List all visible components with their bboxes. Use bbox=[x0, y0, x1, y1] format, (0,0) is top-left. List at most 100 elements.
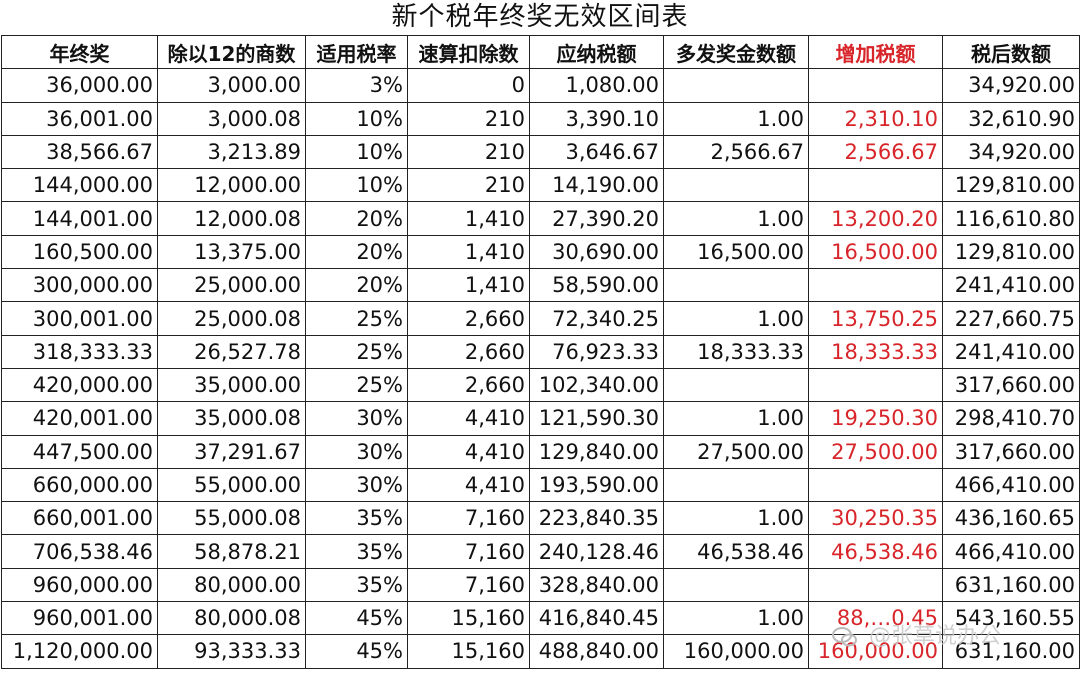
table-cell[interactable]: 144,000.00 bbox=[1, 168, 158, 203]
table-cell[interactable]: 706,538.46 bbox=[1, 534, 158, 569]
table-cell[interactable]: 15,160 bbox=[407, 601, 530, 636]
table-cell[interactable]: 3% bbox=[305, 68, 408, 103]
table-cell[interactable]: 1,410 bbox=[407, 268, 530, 303]
table-cell[interactable]: 76,923.33 bbox=[529, 334, 664, 369]
table-cell[interactable]: 45% bbox=[305, 601, 408, 636]
table-cell[interactable]: 12,000.00 bbox=[157, 168, 306, 203]
table-cell[interactable]: 16,500.00 bbox=[808, 234, 943, 270]
table-cell[interactable]: 129,810.00 bbox=[942, 168, 1080, 203]
table-cell[interactable]: 34,920.00 bbox=[942, 68, 1080, 103]
table-cell[interactable]: 7,160 bbox=[407, 534, 530, 569]
header-tax-payable[interactable]: 应纳税额 bbox=[529, 34, 664, 70]
table-cell[interactable] bbox=[663, 168, 809, 203]
table-cell[interactable]: 27,500.00 bbox=[808, 434, 943, 469]
table-cell[interactable] bbox=[663, 467, 809, 503]
header-year-end-bonus[interactable]: 年终奖 bbox=[1, 34, 158, 70]
table-cell[interactable]: 160,500.00 bbox=[1, 234, 158, 270]
table-cell[interactable]: 298,410.70 bbox=[942, 401, 1080, 436]
table-cell[interactable] bbox=[808, 367, 943, 403]
table-cell[interactable]: 30% bbox=[305, 467, 408, 503]
table-cell[interactable]: 129,840.00 bbox=[529, 434, 664, 469]
table-cell[interactable]: 12,000.08 bbox=[157, 201, 306, 236]
header-increased-tax[interactable]: 增加税额 bbox=[808, 34, 943, 70]
table-cell[interactable]: 660,000.00 bbox=[1, 467, 158, 503]
table-cell[interactable]: 102,340.00 bbox=[529, 367, 664, 403]
table-cell[interactable]: 129,810.00 bbox=[942, 234, 1080, 270]
table-cell[interactable]: 13,375.00 bbox=[157, 234, 306, 270]
table-cell[interactable]: 1.00 bbox=[663, 201, 809, 236]
header-quotient[interactable]: 除以12的商数 bbox=[157, 34, 306, 70]
table-cell[interactable]: 1.00 bbox=[663, 401, 809, 436]
table-cell[interactable]: 4,410 bbox=[407, 434, 530, 469]
table-cell[interactable]: 300,001.00 bbox=[1, 301, 158, 336]
table-cell[interactable]: 34,920.00 bbox=[942, 134, 1080, 170]
table-cell[interactable]: 46,538.46 bbox=[663, 534, 809, 569]
table-cell[interactable]: 16,500.00 bbox=[663, 234, 809, 270]
table-cell[interactable]: 25% bbox=[305, 334, 408, 369]
table-cell[interactable]: 35% bbox=[305, 534, 408, 569]
table-cell[interactable]: 25,000.08 bbox=[157, 301, 306, 336]
table-cell[interactable]: 3,000.08 bbox=[157, 101, 306, 136]
table-cell[interactable]: 160,000.00 bbox=[663, 634, 809, 669]
table-cell[interactable]: 27,500.00 bbox=[663, 434, 809, 469]
table-cell[interactable]: 20% bbox=[305, 234, 408, 270]
table-cell[interactable]: 20% bbox=[305, 201, 408, 236]
table-cell[interactable]: 144,001.00 bbox=[1, 201, 158, 236]
table-cell[interactable] bbox=[663, 367, 809, 403]
table-cell[interactable] bbox=[808, 567, 943, 603]
table-cell[interactable]: 160,000.00 bbox=[808, 634, 943, 669]
table-cell[interactable]: 18,333.33 bbox=[808, 334, 943, 369]
table-cell[interactable]: 35% bbox=[305, 567, 408, 603]
table-cell[interactable]: 80,000.08 bbox=[157, 601, 306, 636]
table-cell[interactable]: 2,660 bbox=[407, 301, 530, 336]
table-cell[interactable]: 10% bbox=[305, 168, 408, 203]
table-cell[interactable]: 1,410 bbox=[407, 201, 530, 236]
table-cell[interactable]: 4,410 bbox=[407, 401, 530, 436]
table-cell[interactable]: 80,000.00 bbox=[157, 567, 306, 603]
table-cell[interactable] bbox=[808, 467, 943, 503]
table-cell[interactable]: 3,390.10 bbox=[529, 101, 664, 136]
table-cell[interactable]: 7,160 bbox=[407, 567, 530, 603]
table-cell[interactable]: 2,566.67 bbox=[663, 134, 809, 170]
table-cell[interactable] bbox=[808, 68, 943, 103]
table-cell[interactable]: 10% bbox=[305, 134, 408, 170]
table-cell[interactable]: 27,390.20 bbox=[529, 201, 664, 236]
table-cell[interactable]: 466,410.00 bbox=[942, 534, 1080, 569]
table-cell[interactable]: 46,538.46 bbox=[808, 534, 943, 569]
table-cell[interactable]: 210 bbox=[407, 101, 530, 136]
table-cell[interactable]: 1,120,000.00 bbox=[1, 634, 158, 669]
table-cell[interactable]: 960,000.00 bbox=[1, 567, 158, 603]
table-cell[interactable]: 660,001.00 bbox=[1, 501, 158, 536]
table-cell[interactable]: 328,840.00 bbox=[529, 567, 664, 603]
table-cell[interactable]: 4,410 bbox=[407, 467, 530, 503]
table-cell[interactable]: 1.00 bbox=[663, 501, 809, 536]
table-cell[interactable]: 317,660.00 bbox=[942, 367, 1080, 403]
table-cell[interactable]: 36,000.00 bbox=[1, 68, 158, 103]
table-cell[interactable]: 15,160 bbox=[407, 634, 530, 669]
table-cell[interactable]: 55,000.00 bbox=[157, 467, 306, 503]
header-quick-deduction[interactable]: 速算扣除数 bbox=[407, 34, 530, 70]
table-cell[interactable]: 93,333.33 bbox=[157, 634, 306, 669]
table-cell[interactable]: 72,340.25 bbox=[529, 301, 664, 336]
table-cell[interactable]: 35,000.00 bbox=[157, 367, 306, 403]
table-cell[interactable]: 447,500.00 bbox=[1, 434, 158, 469]
table-cell[interactable]: 35,000.08 bbox=[157, 401, 306, 436]
table-cell[interactable]: 13,750.25 bbox=[808, 301, 943, 336]
table-cell[interactable]: 116,610.80 bbox=[942, 201, 1080, 236]
table-cell[interactable]: 1.00 bbox=[663, 301, 809, 336]
table-cell[interactable]: 420,000.00 bbox=[1, 367, 158, 403]
table-cell[interactable]: 436,160.65 bbox=[942, 501, 1080, 536]
table-cell[interactable]: 14,190.00 bbox=[529, 168, 664, 203]
table-cell[interactable]: 19,250.30 bbox=[808, 401, 943, 436]
table-cell[interactable]: 25% bbox=[305, 301, 408, 336]
table-cell[interactable]: 2,660 bbox=[407, 334, 530, 369]
table-cell[interactable]: 1,410 bbox=[407, 234, 530, 270]
table-cell[interactable]: 18,333.33 bbox=[663, 334, 809, 369]
table-cell[interactable] bbox=[663, 567, 809, 603]
table-cell[interactable]: 1,080.00 bbox=[529, 68, 664, 103]
table-cell[interactable]: 3,646.67 bbox=[529, 134, 664, 170]
table-cell[interactable]: 318,333.33 bbox=[1, 334, 158, 369]
table-cell[interactable] bbox=[808, 168, 943, 203]
table-cell[interactable]: 631,160.00 bbox=[942, 567, 1080, 603]
table-cell[interactable]: 2,310.10 bbox=[808, 101, 943, 136]
